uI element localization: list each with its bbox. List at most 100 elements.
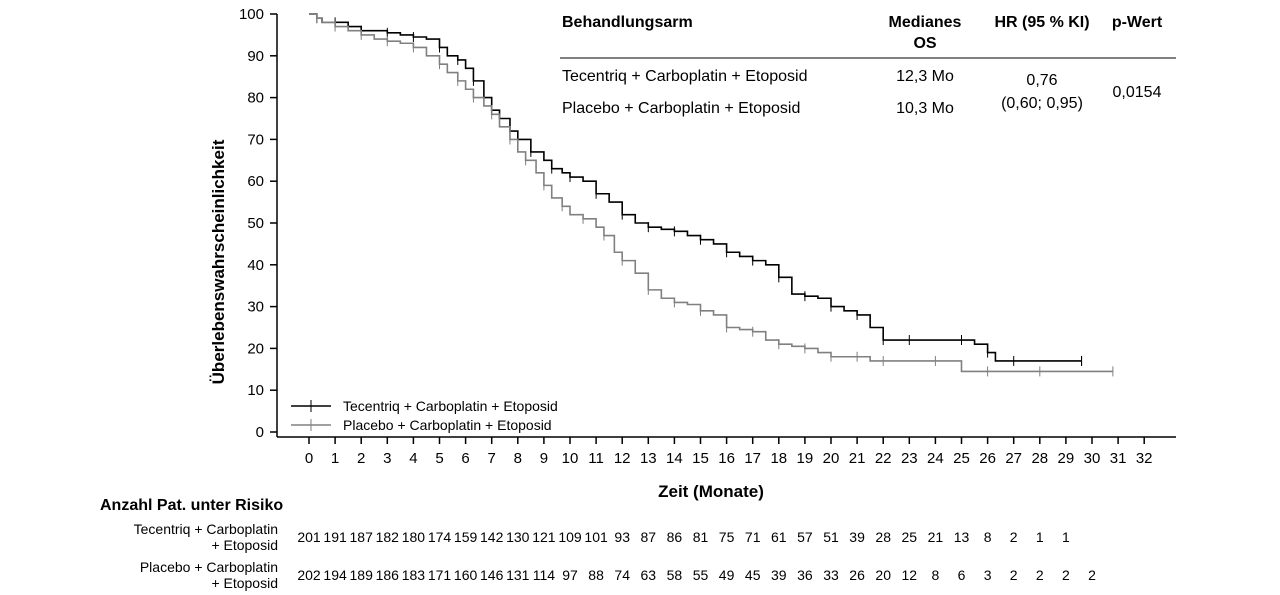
risk-value-placebo: 63 [641, 567, 657, 583]
risk-value-tecentriq: 142 [480, 529, 504, 545]
risk-values: 201 191 187 182 180 174 159 142 130 121 109 101 93 87… [297, 529, 1096, 583]
risk-value-tecentriq: 191 [323, 529, 347, 545]
risk-label-placebo-line1: Placebo + Carboplatin [140, 559, 278, 575]
legend-label-tecentriq: Tecentriq + Carboplatin + Etoposid [343, 398, 558, 414]
risk-value-placebo: 6 [958, 567, 966, 583]
summary-header-arm: Behandlungsarm [562, 14, 693, 31]
risk-value-placebo: 33 [823, 567, 839, 583]
x-tick-label: 6 [461, 450, 469, 467]
risk-value-placebo: 202 [297, 567, 321, 583]
risk-value-tecentriq: 101 [584, 529, 608, 545]
risk-value-tecentriq: 39 [849, 529, 865, 545]
y-tick-label: 30 [247, 299, 264, 316]
x-tick-label: 27 [1005, 450, 1022, 467]
risk-value-tecentriq: 75 [719, 529, 735, 545]
x-tick-label: 10 [562, 450, 579, 467]
y-tick-label: 90 [247, 48, 264, 65]
risk-value-placebo: 114 [533, 567, 556, 583]
risk-value-placebo: 88 [588, 567, 604, 583]
x-tick-label: 15 [692, 450, 709, 467]
x-tick-label: 11 [588, 450, 604, 467]
summary-header-median-line1: Medianes [889, 14, 962, 31]
risk-value-tecentriq: 57 [797, 529, 813, 545]
km-curves [309, 13, 1114, 377]
y-tick-label: 100 [239, 6, 264, 23]
risk-value-placebo: 26 [849, 567, 865, 583]
x-ticks: 0 1 2 3 4 5 6 7 8 9 10 11 12 13 14 15 16 17 18 19 20 21 22 23 24… [305, 437, 1153, 467]
risk-value-placebo: 160 [454, 567, 478, 583]
risk-value-tecentriq: 86 [667, 529, 683, 545]
risk-value-placebo: 3 [984, 567, 992, 583]
summary-row-median: 12,3 Mo [896, 68, 954, 85]
risk-label-tecentriq-line2: + Etoposid [211, 537, 278, 553]
risk-value-tecentriq: 93 [614, 529, 630, 545]
risk-value-tecentriq: 109 [558, 529, 582, 545]
risk-value-placebo: 74 [614, 567, 630, 583]
risk-value-placebo: 2 [1062, 567, 1070, 583]
x-tick-label: 29 [1058, 450, 1075, 467]
risk-value-placebo: 186 [376, 567, 400, 583]
x-tick-label: 25 [953, 450, 970, 467]
y-tick-label: 0 [256, 424, 264, 441]
x-axis-label: Zeit (Monate) [658, 482, 764, 501]
risk-value-tecentriq: 28 [875, 529, 891, 545]
x-tick-label: 5 [435, 450, 443, 467]
y-tick-label: 40 [247, 257, 264, 274]
risk-value-tecentriq: 187 [350, 529, 374, 545]
summary-row-arm: Placebo + Carboplatin + Etoposid [562, 100, 800, 117]
summary-row-arm: Tecentriq + Carboplatin + Etoposid [562, 68, 807, 85]
risk-value-placebo: 194 [323, 567, 347, 583]
summary-table: Behandlungsarm Medianes OS HR (95 % KI) … [560, 14, 1176, 117]
x-tick-label: 9 [540, 450, 548, 467]
x-tick-label: 16 [718, 450, 735, 467]
risk-value-placebo: 8 [932, 567, 940, 583]
risk-value-tecentriq: 130 [506, 529, 530, 545]
risk-value-placebo: 171 [428, 567, 452, 583]
risk-value-placebo: 39 [771, 567, 787, 583]
x-tick-label: 0 [305, 450, 313, 467]
risk-value-tecentriq: 51 [823, 529, 839, 545]
x-tick-label: 14 [666, 450, 683, 467]
risk-value-tecentriq: 201 [297, 529, 321, 545]
risk-value-placebo: 55 [693, 567, 709, 583]
risk-value-tecentriq: 180 [402, 529, 426, 545]
summary-header-p: p-Wert [1112, 14, 1163, 31]
risk-label-placebo-line2: + Etoposid [211, 575, 278, 591]
risk-value-placebo: 2 [1010, 567, 1018, 583]
x-tick-label: 19 [797, 450, 814, 467]
summary-p-value: 0,0154 [1113, 84, 1162, 101]
risk-value-tecentriq: 71 [745, 529, 761, 545]
x-tick-label: 32 [1136, 450, 1153, 467]
x-tick-label: 26 [979, 450, 996, 467]
x-tick-label: 3 [383, 450, 391, 467]
risk-label-tecentriq-line1: Tecentriq + Carboplatin [134, 521, 278, 537]
x-tick-label: 4 [409, 450, 417, 467]
x-tick-label: 28 [1031, 450, 1048, 467]
risk-value-tecentriq: 8 [984, 529, 992, 545]
y-axis-label: Überlebenswahrscheinlichkeit [209, 139, 228, 384]
x-tick-label: 1 [331, 450, 339, 467]
summary-header-median-line2: OS [913, 35, 936, 52]
risk-value-placebo: 45 [745, 567, 761, 583]
y-tick-label: 70 [247, 131, 264, 148]
summary-hr-ci: (0,60; 0,95) [1001, 95, 1083, 112]
y-tick-label: 10 [247, 382, 264, 399]
risk-value-tecentriq: 174 [428, 529, 452, 545]
risk-value-tecentriq: 13 [954, 529, 970, 545]
risk-value-placebo: 20 [875, 567, 891, 583]
x-tick-label: 22 [875, 450, 892, 467]
x-tick-label: 2 [357, 450, 365, 467]
risk-value-placebo: 2 [1036, 567, 1044, 583]
x-tick-label: 23 [901, 450, 918, 467]
risk-value-tecentriq: 61 [771, 529, 787, 545]
risk-value-placebo: 49 [719, 567, 735, 583]
x-tick-label: 7 [488, 450, 496, 467]
x-tick-label: 30 [1084, 450, 1101, 467]
risk-value-placebo: 12 [902, 567, 918, 583]
legend-label-placebo: Placebo + Carboplatin + Etoposid [343, 417, 552, 433]
risk-value-placebo: 2 [1088, 567, 1096, 583]
risk-value-tecentriq: 1 [1062, 529, 1070, 545]
summary-hr-value: 0,76 [1026, 72, 1057, 89]
x-tick-label: 8 [514, 450, 522, 467]
